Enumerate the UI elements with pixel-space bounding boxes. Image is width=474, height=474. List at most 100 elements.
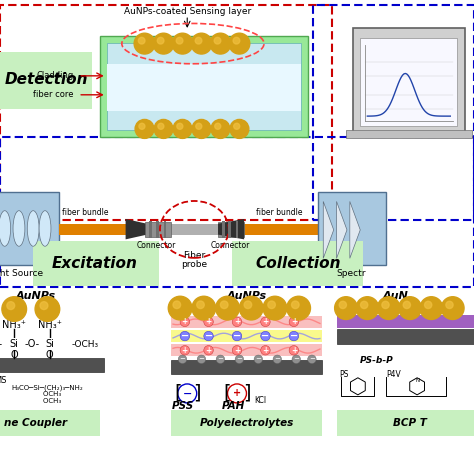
Bar [171,410,322,436]
Circle shape [173,119,192,138]
Circle shape [399,297,421,319]
Circle shape [232,331,242,341]
Ellipse shape [13,210,25,246]
Text: −: − [274,356,280,362]
Bar [171,344,322,356]
Text: −: − [180,356,185,362]
Bar [0,410,100,436]
Bar [0,358,104,372]
Circle shape [273,355,282,364]
Circle shape [153,33,174,54]
Circle shape [2,297,27,321]
Bar [0,52,92,109]
Bar [156,221,159,238]
Bar [337,315,474,328]
Circle shape [441,297,464,319]
Text: [: [ [224,384,231,403]
Circle shape [177,123,183,129]
Circle shape [139,123,145,129]
Circle shape [420,297,443,319]
Bar [0,137,474,287]
Circle shape [158,123,164,129]
Circle shape [289,331,299,341]
Circle shape [261,317,270,327]
Ellipse shape [39,210,51,246]
Circle shape [192,119,211,138]
Circle shape [40,301,48,310]
Circle shape [254,355,263,364]
Circle shape [204,317,213,327]
Text: MS: MS [0,376,6,384]
Text: −: − [261,331,270,341]
Text: NH₃⁺: NH₃⁺ [2,319,26,330]
Text: N: N [415,378,419,383]
Text: +: + [205,346,212,355]
Bar [222,221,225,238]
Circle shape [192,296,216,320]
Circle shape [377,297,400,319]
Circle shape [308,355,316,364]
Circle shape [197,301,204,309]
Circle shape [180,331,190,341]
Circle shape [234,123,240,129]
Text: AuNPs: AuNPs [16,291,55,301]
Circle shape [261,346,270,355]
Bar [145,222,171,237]
Text: P4V: P4V [386,370,401,379]
Bar [171,330,322,342]
Text: +: + [262,318,269,326]
Circle shape [157,37,164,44]
Circle shape [292,301,299,309]
Text: +: + [182,346,188,355]
Text: Excitation: Excitation [52,255,138,271]
Text: +: + [182,318,188,326]
Text: OCH₃: OCH₃ [34,398,61,404]
Text: −: − [218,356,223,362]
Circle shape [7,301,15,310]
Text: H₃CO─Si─(CH₂)₃─NH₂: H₃CO─Si─(CH₂)₃─NH₂ [11,384,83,391]
Text: fiber bundle: fiber bundle [62,208,109,217]
Text: +: + [234,318,240,326]
Circle shape [239,296,263,320]
Text: Fiber: Fiber [183,252,205,260]
Text: +: + [291,346,297,355]
Text: O: O [10,349,18,360]
Circle shape [263,296,287,320]
Bar [59,224,128,235]
Text: NH₃⁺: NH₃⁺ [38,319,62,330]
Circle shape [425,301,432,309]
Bar [168,224,220,235]
Bar [33,241,159,286]
Circle shape [204,331,213,341]
Text: Connector: Connector [210,241,250,250]
Circle shape [228,384,246,403]
Circle shape [216,355,225,364]
Text: −: − [290,331,298,341]
Text: Si: Si [10,339,18,349]
Bar [232,241,363,286]
Circle shape [339,301,346,309]
Ellipse shape [27,210,39,246]
Circle shape [210,33,231,54]
Text: OCH₃: OCH₃ [34,392,61,397]
Text: ]: ] [193,384,201,403]
Bar [244,224,318,235]
Text: AuNPs: AuNPs [227,291,266,301]
Bar [0,192,59,265]
Bar [236,221,238,238]
Circle shape [196,123,202,129]
Polygon shape [218,219,244,239]
Text: −: − [233,331,241,341]
Text: ne Coupler: ne Coupler [4,418,67,428]
Circle shape [244,301,252,309]
Text: -O-: -O- [24,339,39,349]
Circle shape [173,301,181,309]
Text: -OCH₃: -OCH₃ [72,340,99,348]
Text: AuNPs-coated Sensing layer: AuNPs-coated Sensing layer [124,8,251,16]
Polygon shape [323,201,334,258]
Circle shape [180,346,190,355]
Text: probe: probe [181,260,208,268]
Bar [0,5,332,220]
Bar [107,43,301,130]
Circle shape [235,355,244,364]
